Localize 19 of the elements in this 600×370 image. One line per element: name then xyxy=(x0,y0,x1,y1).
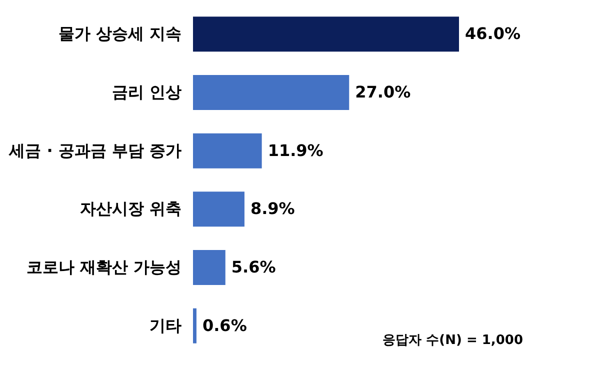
y-tick-label: 금리 인상 xyxy=(112,82,182,102)
data-label: 5.6% xyxy=(231,258,276,276)
y-tick-label: 자산시장 위축 xyxy=(80,199,182,218)
bar xyxy=(193,133,262,168)
data-label: 0.6% xyxy=(202,316,247,335)
y-tick-label: 기타 xyxy=(150,316,182,335)
bar xyxy=(193,192,244,227)
bar xyxy=(193,308,196,344)
y-tick-label: 물가 상승세 지속 xyxy=(58,24,182,44)
data-label: 8.9% xyxy=(250,199,295,218)
annotation: 응답자 수(N) = 1,000 xyxy=(382,333,523,348)
bar xyxy=(193,75,350,110)
bar xyxy=(193,16,459,52)
bar xyxy=(193,250,226,285)
data-label: 46.0% xyxy=(465,24,521,44)
y-tick-label: 세금 · 공과금 부담 증가 xyxy=(8,140,182,160)
y-tick-label: 코로나 재확산 가능성 xyxy=(26,258,182,276)
data-label: 11.9% xyxy=(268,140,324,160)
data-label: 27.0% xyxy=(355,82,411,102)
